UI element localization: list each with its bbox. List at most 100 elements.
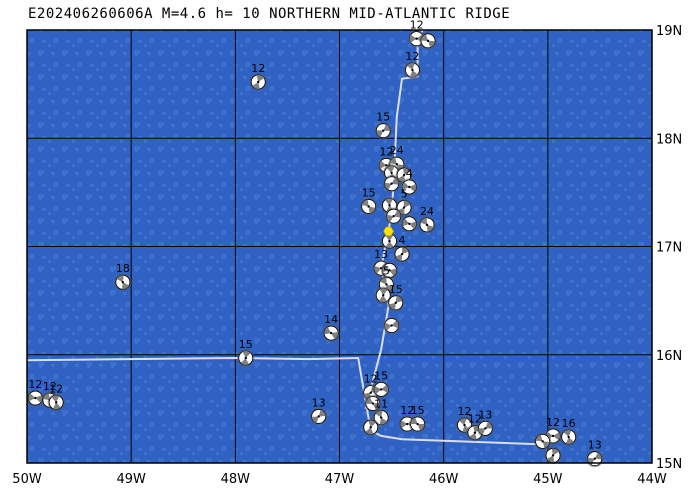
map-title: E202406260606A M=4.6 h= 10 NORTHERN MID-…: [28, 6, 511, 22]
focal-mechanism[interactable]: 15: [360, 186, 378, 216]
mechanism-center-dot: [369, 426, 372, 429]
mechanism-compression-quadrant: [375, 410, 388, 425]
focal-mechanism[interactable]: 4: [400, 167, 418, 196]
event-epicenter[interactable]: [383, 226, 394, 236]
mechanism-compression-quadrant: [535, 434, 550, 449]
focal-mechanism[interactable]: 12: [466, 413, 484, 442]
mechanism-center-dot: [425, 223, 429, 227]
mechanism-center-dot: [379, 388, 383, 391]
longitude-tick-label: 48W: [221, 472, 251, 487]
latitude-tick-label: 18N: [656, 132, 682, 147]
mechanism-compression-quadrant: [420, 217, 434, 232]
mechanism-depth-label: 15: [389, 283, 403, 296]
mechanism-compression-quadrant: [382, 264, 397, 276]
mechanism-compression-quadrant: [398, 168, 411, 183]
mechanism-depth-label: 15: [376, 111, 390, 124]
mechanism-depth-label: 12: [405, 50, 419, 63]
mechanism-center-dot: [426, 39, 430, 43]
longitude-tick-label: 44W: [637, 472, 667, 487]
focal-mechanism[interactable]: 15: [237, 338, 255, 367]
mechanism-center-dot: [317, 415, 320, 418]
focal-mechanism[interactable]: 12: [249, 62, 267, 91]
mechanism-center-dot: [379, 416, 383, 419]
mechanism-center-dot: [400, 252, 404, 256]
mechanism-center-dot: [54, 401, 58, 404]
mechanism-compression-quadrant: [374, 384, 389, 395]
focal-mechanism[interactable]: 14: [322, 313, 340, 342]
focal-mechanism[interactable]: [400, 215, 418, 233]
focal-mechanism[interactable]: [362, 418, 380, 436]
focal-mechanism[interactable]: [380, 232, 399, 250]
mechanism-center-dot: [388, 269, 391, 272]
longitude-tick-label: 46W: [429, 472, 459, 487]
mechanism-depth-label: 13: [374, 248, 388, 261]
map-frame: [26, 29, 653, 464]
focal-mechanism[interactable]: 15: [387, 283, 405, 312]
mechanism-center-dot: [367, 205, 370, 208]
mechanism-depth-label: 12: [410, 19, 424, 32]
mechanism-compression-quadrant: [563, 429, 574, 445]
focal-mechanism[interactable]: [385, 207, 403, 225]
mechanism-center-dot: [257, 80, 260, 84]
mechanism-depth-label: 12: [49, 382, 63, 395]
mechanism-center-dot: [551, 434, 555, 438]
mechanism-center-dot: [416, 422, 419, 426]
focal-mechanism[interactable]: [374, 286, 392, 304]
mechanism-compression-quadrant: [384, 320, 399, 331]
focal-mechanism[interactable]: 4: [393, 234, 411, 263]
focal-mechanism[interactable]: [419, 32, 437, 50]
focal-mechanism[interactable]: 13: [476, 408, 494, 437]
focal-mechanism[interactable]: 12: [47, 382, 65, 411]
mechanism-depth-label: 12: [364, 373, 378, 386]
mechanism-depth-label: 12: [458, 405, 472, 418]
mechanism-center-dot: [593, 457, 596, 460]
mechanism-center-dot: [411, 68, 414, 72]
mechanism-center-dot: [408, 222, 411, 225]
latitude-tick-label: 15N: [656, 457, 682, 472]
focal-mechanism[interactable]: [534, 432, 552, 450]
mechanism-depth-label: 12: [28, 378, 42, 391]
mechanism-center-dot: [369, 391, 372, 394]
mechanism-center-dot: [541, 440, 544, 443]
mechanism-compression-quadrant: [311, 409, 326, 424]
mechanism-depth-label: 5: [383, 264, 390, 277]
mechanism-center-dot: [390, 324, 393, 327]
mechanism-depth-label: 12: [251, 62, 265, 75]
mechanism-depth-label: 12: [379, 145, 393, 158]
mechanism-compression-quadrant: [365, 397, 380, 410]
latitude-tick-label: 17N: [656, 241, 682, 256]
mechanism-center-dot: [34, 396, 37, 400]
mechanism-compression-quadrant: [389, 295, 403, 310]
focal-mechanism[interactable]: 15: [409, 404, 427, 433]
focal-mechanism[interactable]: 12: [26, 378, 44, 407]
focal-mechanism[interactable]: 12: [403, 50, 422, 79]
mechanism-center-dot: [484, 427, 487, 430]
focal-mechanism[interactable]: 13: [310, 396, 328, 426]
mechanism-center-dot: [388, 204, 391, 207]
mechanism-depth-label: 12: [43, 380, 57, 393]
focal-mechanism[interactable]: 16: [560, 417, 578, 446]
mechanism-depth-label: 15: [374, 369, 388, 382]
longitude-tick-label: 50W: [12, 472, 42, 487]
mechanism-center-dot: [390, 171, 393, 175]
focal-mechanism[interactable]: [544, 446, 562, 465]
mechanism-center-dot: [463, 423, 466, 427]
focal-mechanism[interactable]: 15: [374, 111, 392, 140]
focal-mechanism[interactable]: 18: [114, 262, 132, 291]
focal-mechanism[interactable]: [382, 316, 401, 335]
mechanism-depth-label: 4: [406, 167, 413, 180]
mechanism-compression-quadrant: [407, 63, 418, 78]
mechanism-depth-label: 14: [324, 313, 338, 326]
focal-mechanism[interactable]: 15: [372, 369, 390, 398]
mechanism-depth-label: 18: [116, 262, 130, 275]
focal-mechanism[interactable]: 24: [418, 205, 436, 234]
focal-mechanism[interactable]: [364, 394, 382, 413]
focal-mechanism[interactable]: [382, 175, 401, 193]
mechanism-depth-label: 15: [362, 186, 376, 199]
mechanism-depth-label: 24: [420, 205, 434, 218]
focal-mechanism[interactable]: [380, 261, 399, 279]
latitude-tick-label: 19N: [656, 24, 682, 39]
focal-mechanism[interactable]: 11: [372, 398, 390, 427]
